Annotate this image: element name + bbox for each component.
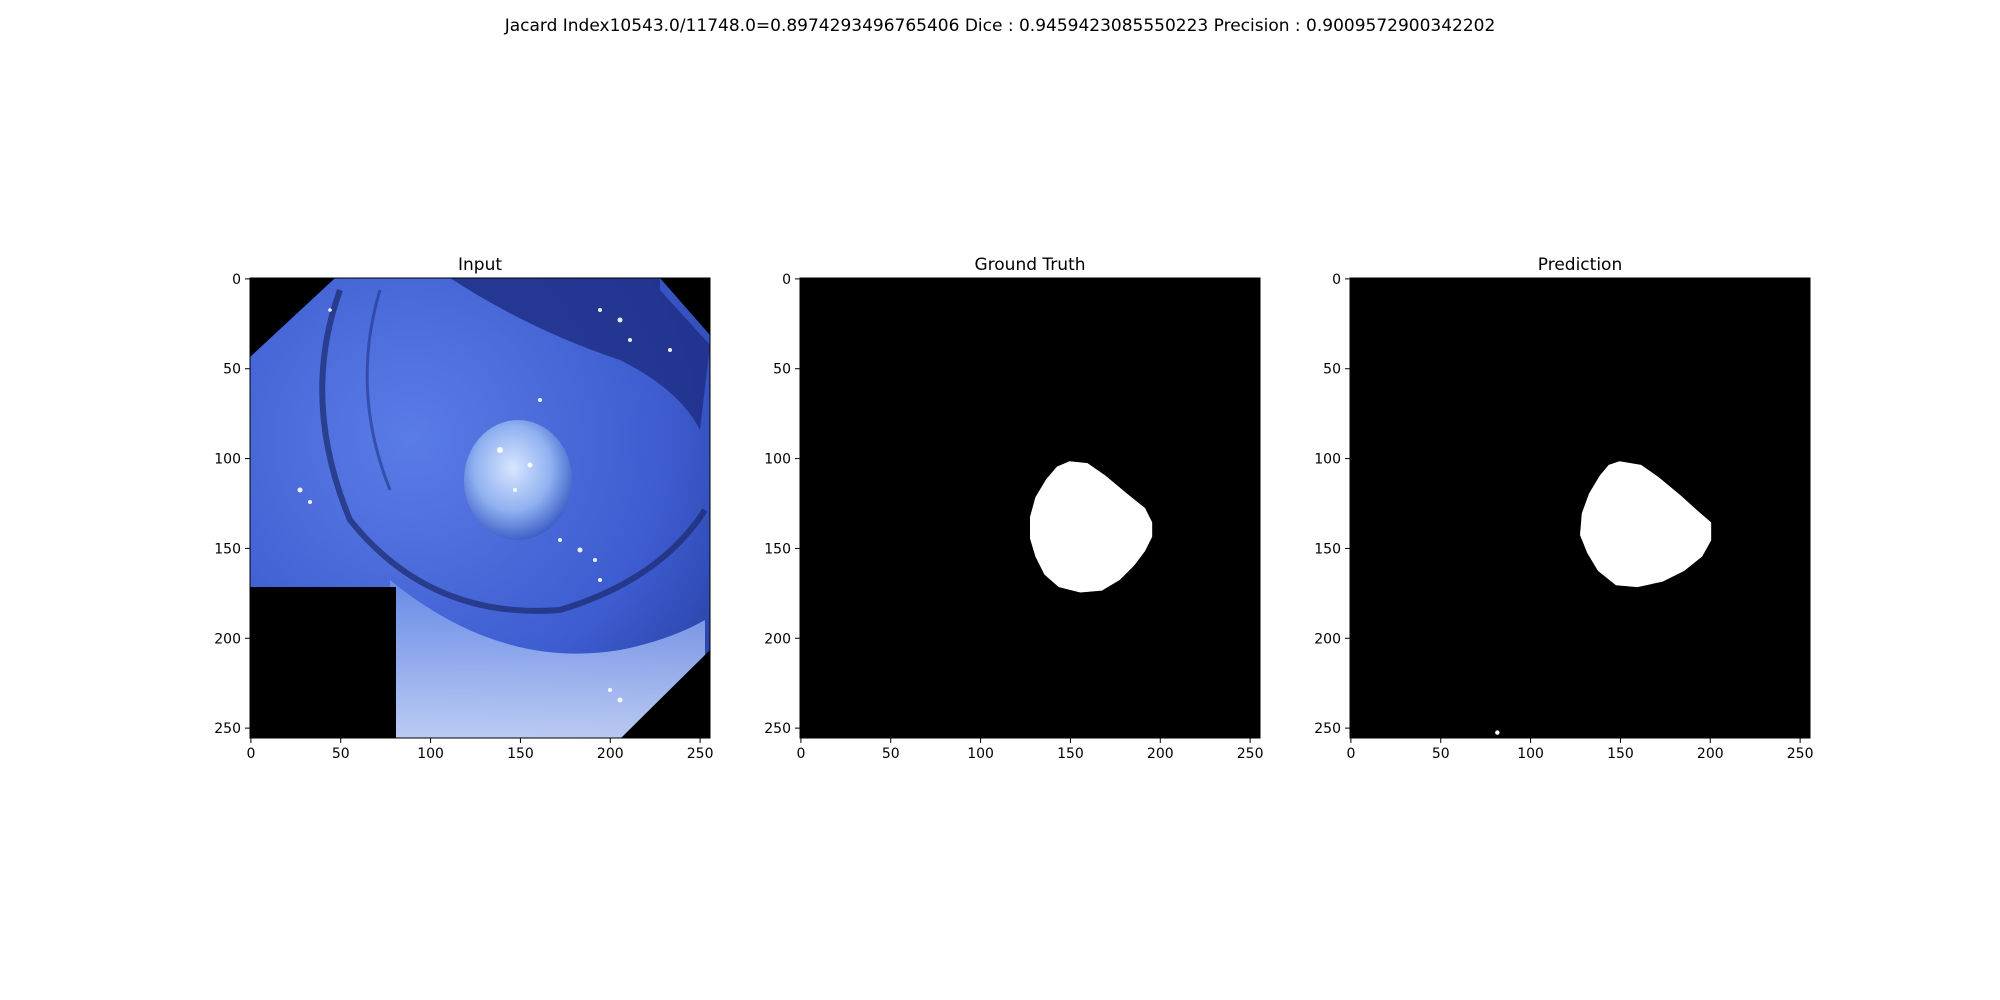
x-tick-label: 150 — [507, 746, 534, 762]
x-tick-label: 200 — [1697, 746, 1724, 762]
x-tick-label: 100 — [1517, 746, 1544, 762]
y-tick-label: 150 — [764, 541, 791, 557]
x-tick-label: 50 — [332, 746, 350, 762]
input-title: Input — [458, 255, 502, 275]
input-panel: Input 0 50 100 150 200 250 0 50 100 150 200 250 — [214, 255, 714, 762]
y-tick-label: 0 — [232, 272, 241, 288]
y-tick-label: 200 — [214, 631, 241, 647]
y-tick-label: 50 — [223, 362, 241, 378]
x-tick-label: 200 — [597, 746, 624, 762]
x-tick-label: 0 — [1346, 746, 1355, 762]
y-tick-label: 150 — [214, 541, 241, 557]
ground-truth-panel: Ground Truth 0 50 100 150 200 250 0 50 100 150 200… — [764, 255, 1264, 762]
prediction-title: Prediction — [1538, 255, 1622, 275]
y-tick-label: 100 — [1314, 452, 1341, 468]
y-tick-label: 250 — [1314, 721, 1341, 737]
x-tick-label: 50 — [882, 746, 900, 762]
y-tick-label: 50 — [773, 362, 791, 378]
prediction-mask — [1580, 461, 1712, 588]
y-tick-label: 250 — [764, 721, 791, 737]
x-tick-label: 250 — [687, 746, 714, 762]
prediction-panel: Prediction 0 50 100 150 200 250 0 50 100 150 200 25… — [1314, 255, 1814, 762]
ground-truth-background — [800, 278, 1260, 738]
y-tick-label: 150 — [1314, 541, 1341, 557]
x-tick-label: 150 — [1057, 746, 1084, 762]
x-tick-label: 100 — [417, 746, 444, 762]
x-tick-label: 200 — [1147, 746, 1174, 762]
input-black-patch — [250, 587, 396, 738]
input-polyp — [464, 420, 572, 540]
axes-frame — [1349, 277, 1811, 739]
input-image — [250, 278, 710, 738]
x-tick-label: 50 — [1432, 746, 1450, 762]
x-tick-label: 250 — [1787, 746, 1814, 762]
y-tick-label: 100 — [214, 452, 241, 468]
ground-truth-mask — [1030, 461, 1153, 593]
y-tick-label: 0 — [1332, 272, 1341, 288]
axes-frame — [799, 277, 1261, 739]
y-tick-label: 200 — [764, 631, 791, 647]
figure-suptitle: Jacard Index10543.0/11748.0=0.8974293496… — [504, 16, 1496, 36]
y-tick-label: 50 — [1323, 362, 1341, 378]
x-tick-label: 0 — [796, 746, 805, 762]
x-tick-label: 0 — [246, 746, 255, 762]
y-tick-label: 100 — [764, 452, 791, 468]
x-tick-label: 150 — [1607, 746, 1634, 762]
x-tick-label: 250 — [1237, 746, 1264, 762]
ground-truth-title: Ground Truth — [974, 255, 1085, 275]
prediction-speck — [1495, 730, 1500, 735]
y-tick-label: 200 — [1314, 631, 1341, 647]
axes-frame — [249, 277, 711, 739]
y-tick-label: 250 — [214, 721, 241, 737]
prediction-background — [1350, 278, 1810, 738]
x-tick-label: 100 — [967, 746, 994, 762]
y-tick-label: 0 — [782, 272, 791, 288]
